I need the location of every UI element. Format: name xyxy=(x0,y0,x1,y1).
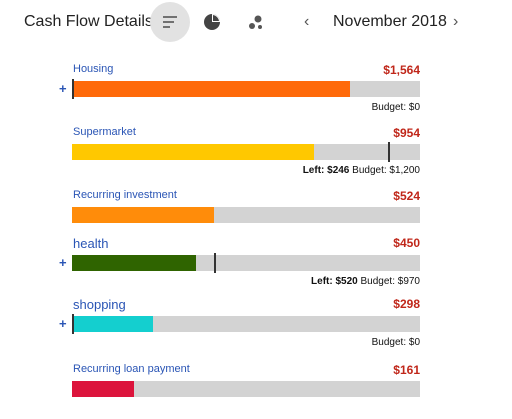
budget-amount: Budget: $1,200 xyxy=(352,165,420,176)
budget-note: Budget: $0 xyxy=(372,102,420,113)
budget-amount: Budget: $0 xyxy=(371,337,420,348)
budget-amount: Budget: $0 xyxy=(371,102,420,113)
left-amount: Left: $520 xyxy=(311,276,358,287)
month: November 2018 xyxy=(333,13,447,30)
prev-month[interactable]: ‹ xyxy=(304,13,310,30)
expand[interactable]: + xyxy=(59,255,67,270)
amount: $161 xyxy=(393,363,420,377)
category-name[interactable]: Recurring loan payment xyxy=(73,363,190,375)
bar-fill xyxy=(72,255,196,271)
bar-fill xyxy=(72,81,350,97)
budget-marker xyxy=(388,142,390,162)
expand[interactable]: + xyxy=(59,81,67,96)
amount: $524 xyxy=(393,189,420,203)
budget-amount: Budget: $970 xyxy=(360,276,421,287)
amount: $298 xyxy=(393,297,420,311)
amount: $954 xyxy=(393,126,420,140)
budget-note: Left: $520 Budget: $970 xyxy=(311,276,420,287)
bar-track xyxy=(72,316,420,332)
budget-note: Left: $246 Budget: $1,200 xyxy=(303,165,420,176)
budget-marker xyxy=(214,253,216,273)
pie-view[interactable] xyxy=(204,14,220,30)
bar-fill xyxy=(72,144,314,160)
next-month[interactable]: › xyxy=(453,13,459,30)
view-toggles xyxy=(150,2,262,42)
amount: $1,564 xyxy=(383,63,420,77)
category-name[interactable]: health xyxy=(73,236,109,251)
expand[interactable]: + xyxy=(59,316,67,331)
category-name[interactable]: Supermarket xyxy=(73,126,136,138)
left-amount: Left: $246 xyxy=(302,165,350,176)
title: Cash Flow Details xyxy=(24,13,153,30)
bubble-view[interactable] xyxy=(249,15,262,30)
bar-fill xyxy=(72,316,153,332)
budget-marker xyxy=(72,79,74,99)
amount: $450 xyxy=(393,236,420,250)
bar-track xyxy=(72,381,420,397)
category-name[interactable]: Housing xyxy=(73,63,114,75)
bar-fill xyxy=(72,381,134,397)
category-name[interactable]: Recurring investment xyxy=(73,189,177,201)
bar-fill xyxy=(72,207,214,223)
budget-marker xyxy=(72,314,74,334)
category-name[interactable]: shopping xyxy=(73,297,126,312)
budget-note: Budget: $0 xyxy=(372,337,420,348)
